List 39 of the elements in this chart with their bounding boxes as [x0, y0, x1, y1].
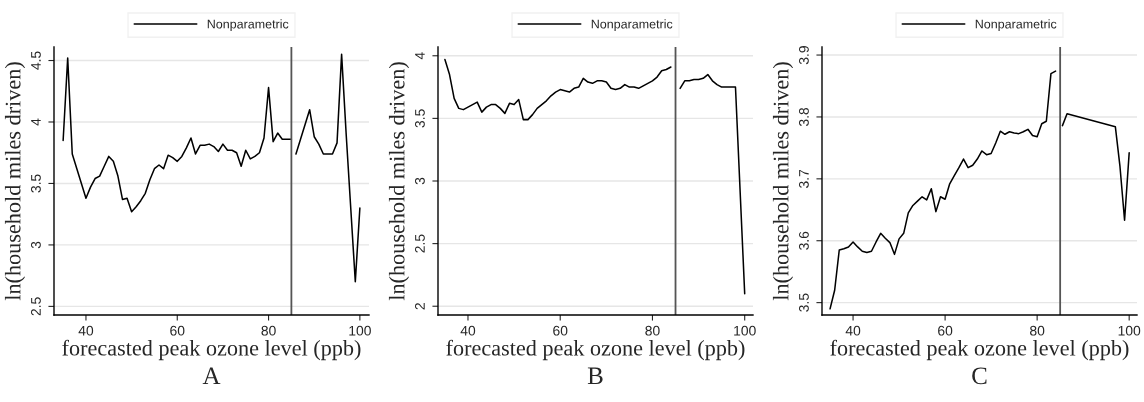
y-tick-label: 3.9 [799, 46, 809, 65]
y-tick-label: 3 [31, 241, 41, 249]
legend-label: Nonparametric [591, 19, 673, 31]
y-tick-label: 2 [415, 303, 425, 310]
x-tick-label: 60 [170, 325, 185, 336]
legend-label: Nonparametric [975, 19, 1057, 31]
y-tick-label: 3.7 [799, 169, 809, 188]
y-axis-title: ln(household miles driven) [772, 62, 794, 301]
text: B [587, 367, 603, 385]
x-tick-label: 40 [460, 325, 476, 336]
x-tick-label: 100 [1118, 325, 1141, 336]
y-tick-label: 3.5 [415, 109, 425, 128]
x-tick-label: 80 [261, 325, 276, 336]
x-tick-label: 80 [1030, 325, 1045, 336]
y-tick-label: 4 [415, 52, 425, 60]
x-tick-label: 100 [734, 325, 756, 336]
y-tick-label: 3.6 [799, 231, 809, 250]
x-axis-title: forecasted peak ozone level (ppb) [446, 339, 745, 361]
text: C [972, 367, 987, 385]
x-tick-label: 100 [349, 325, 371, 336]
x-tick-label: 80 [645, 325, 660, 336]
y-tick-label: 4.5 [31, 51, 41, 70]
y-tick-label: 3 [415, 177, 425, 185]
y-tick-label: 2.5 [415, 234, 425, 253]
x-tick-label: 40 [78, 325, 94, 336]
y-tick-label: 3.8 [799, 107, 809, 127]
y-axis-title: ln(household miles driven) [388, 62, 410, 301]
x-tick-label: 60 [938, 325, 953, 336]
y-tick-label: 3.5 [799, 293, 809, 312]
y-axis-title: ln(household miles driven) [4, 62, 26, 301]
y-tick-label: 4 [31, 118, 41, 126]
y-tick-label: 3.5 [31, 174, 41, 193]
x-axis-title: forecasted peak ozone level (ppb) [62, 339, 361, 361]
x-tick-label: 40 [845, 325, 861, 336]
legend-label: Nonparametric [207, 19, 289, 31]
text: A [202, 367, 221, 384]
x-tick-label: 60 [553, 325, 568, 336]
x-axis-title: forecasted peak ozone level (ppb) [830, 339, 1129, 361]
y-tick-label: 2.5 [31, 297, 41, 316]
